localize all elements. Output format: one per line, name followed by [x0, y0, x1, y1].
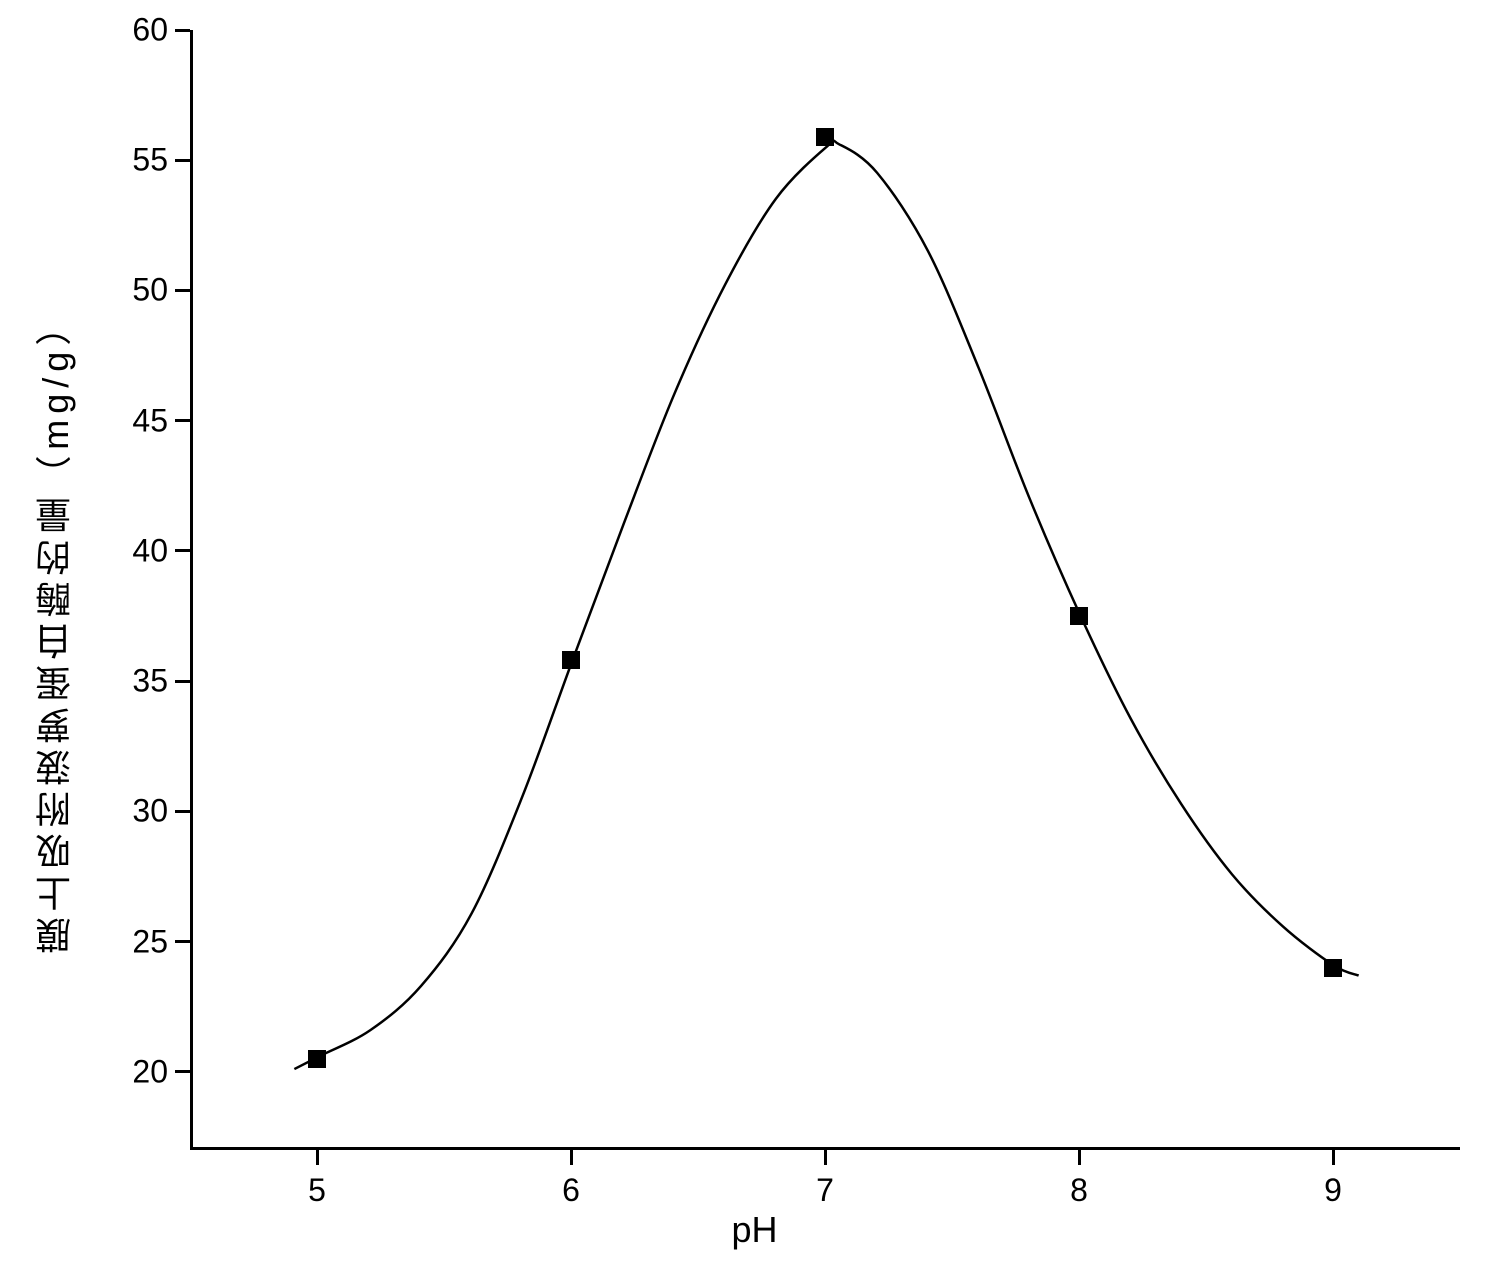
y-tick: [175, 549, 190, 552]
x-tick: [570, 1150, 573, 1165]
chart-container: 20 25 30 35 40 45 50 55 60 5 6 7 8 9 膜上吸附菠萝蛋白酶的量（mg/…: [0, 0, 1509, 1271]
x-axis-label: pH: [731, 1209, 777, 1251]
y-tick-label: 45: [132, 402, 168, 439]
y-tick-label: 55: [132, 142, 168, 179]
y-tick-label: 20: [132, 1053, 168, 1090]
x-tick: [1078, 1150, 1081, 1165]
y-tick-label: 30: [132, 793, 168, 830]
data-point: [816, 128, 834, 146]
data-point: [1324, 959, 1342, 977]
y-axis-label: 膜上吸附菠萝蛋白酶的量（mg/g）: [30, 318, 82, 954]
curve-line: [294, 141, 1358, 1070]
x-tick-label: 8: [1070, 1172, 1088, 1209]
x-tick: [824, 1150, 827, 1165]
y-tick: [175, 1070, 190, 1073]
x-tick-label: 5: [308, 1172, 326, 1209]
data-point: [1070, 607, 1088, 625]
x-tick-label: 6: [562, 1172, 580, 1209]
y-tick-label: 50: [132, 272, 168, 309]
y-tick: [175, 159, 190, 162]
x-tick-label: 7: [816, 1172, 834, 1209]
x-tick: [1332, 1150, 1335, 1165]
x-tick-label: 9: [1324, 1172, 1342, 1209]
y-tick: [175, 29, 190, 32]
y-tick: [175, 289, 190, 292]
x-tick: [316, 1150, 319, 1165]
curve-layer: [193, 30, 1460, 1147]
data-point: [308, 1050, 326, 1068]
y-tick: [175, 680, 190, 683]
data-point: [562, 651, 580, 669]
y-tick-label: 25: [132, 923, 168, 960]
y-tick: [175, 810, 190, 813]
plot-area: [190, 30, 1460, 1150]
y-tick-label: 40: [132, 532, 168, 569]
y-tick: [175, 940, 190, 943]
y-tick: [175, 419, 190, 422]
y-tick-label: 60: [132, 12, 168, 49]
y-tick-label: 35: [132, 663, 168, 700]
